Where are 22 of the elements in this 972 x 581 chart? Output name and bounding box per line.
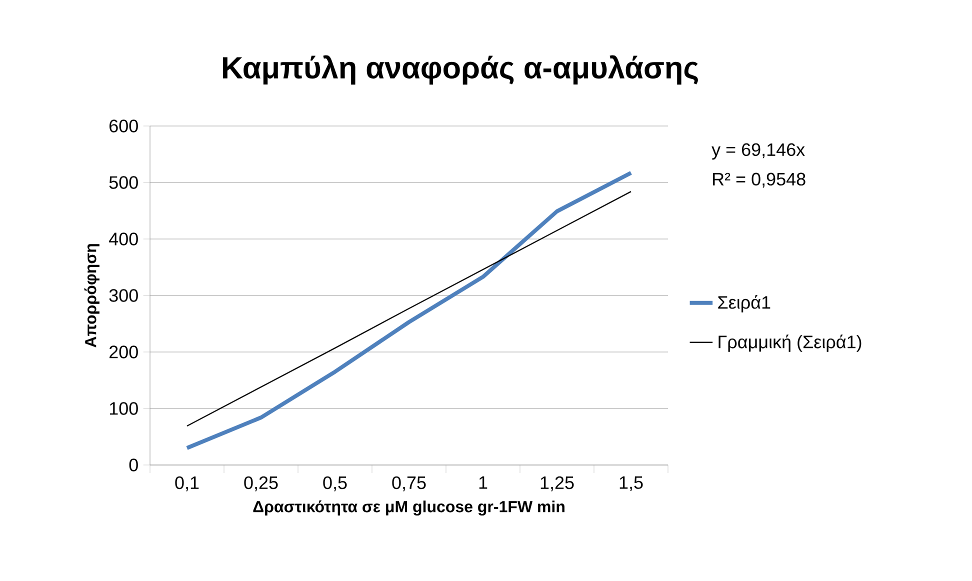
x-tick-label: 0,75 — [392, 476, 426, 492]
x-tick-label: 0,1 — [175, 476, 199, 492]
legend-label: Γραμμική (Σειρά1) — [718, 334, 862, 352]
x-tick-label: 1 — [479, 476, 488, 489]
y-tick-label: 600 — [110, 120, 138, 132]
y-tick-label: 400 — [109, 232, 138, 246]
y-axis-title: Απορρόφηση — [84, 244, 100, 348]
x-tick-label: 1,25 — [540, 476, 574, 492]
text: y = 69,146x — [712, 143, 805, 160]
y-tick-label: 200 — [109, 346, 138, 358]
line-series — [185, 170, 633, 450]
x-axis-title: Δραστικότητα σε μM glucose gr-1FW min — [253, 500, 564, 516]
chart-title: Καμπύλη αναφοράς α-αμυλάσης — [222, 55, 698, 85]
y-tick-label: 300 — [109, 289, 138, 302]
y-tick-label: 100 — [110, 402, 138, 415]
y-tick-label: 500 — [109, 176, 138, 189]
x-tick-label: 1,5 — [620, 476, 643, 492]
legend-label: Σειρά1 — [718, 295, 770, 312]
y-tick-label: 0 — [129, 458, 138, 472]
x-tick-label: 0,5 — [323, 476, 347, 492]
x-tick-label: 0,25 — [244, 476, 278, 492]
text: R² = 0,9548 — [713, 172, 806, 188]
